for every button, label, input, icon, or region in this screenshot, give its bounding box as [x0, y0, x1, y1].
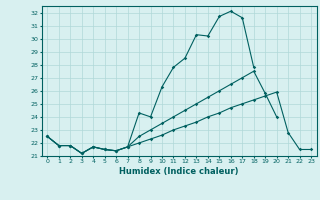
X-axis label: Humidex (Indice chaleur): Humidex (Indice chaleur) — [119, 167, 239, 176]
